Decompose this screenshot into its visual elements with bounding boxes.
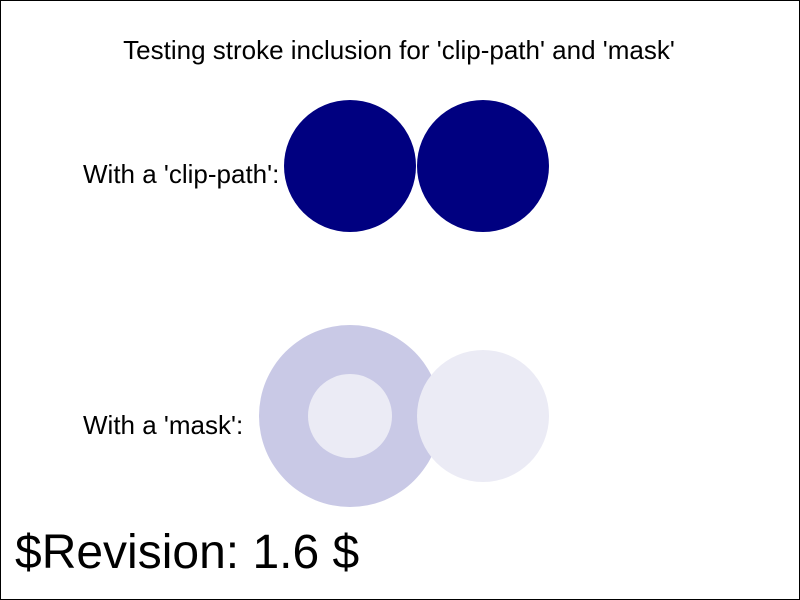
clip-path-label: With a 'clip-path': <box>83 159 279 189</box>
revision-text: $Revision: 1.6 $ <box>15 526 359 579</box>
clip-path-group <box>284 100 549 232</box>
mask-label: With a 'mask': <box>83 410 243 440</box>
mask-circle-inner <box>308 374 392 458</box>
clip-circle-left <box>284 100 416 232</box>
page-title: Testing stroke inclusion for 'clip-path'… <box>123 35 675 65</box>
clip-circle-right <box>417 100 549 232</box>
mask-circle-right <box>417 350 549 482</box>
mask-group <box>259 325 549 507</box>
